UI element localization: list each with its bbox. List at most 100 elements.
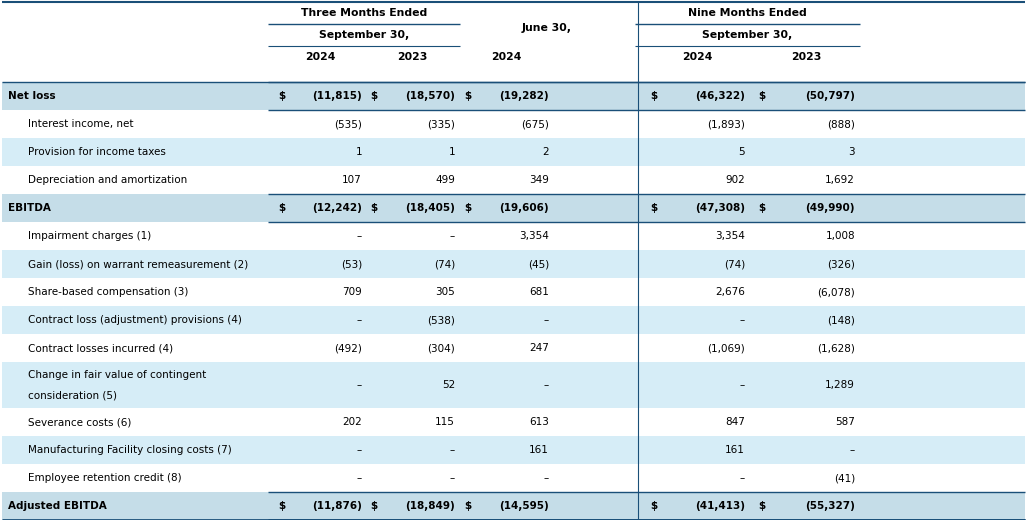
Text: (14,595): (14,595) bbox=[499, 501, 549, 511]
Text: September 30,: September 30, bbox=[702, 30, 793, 40]
Text: $: $ bbox=[370, 91, 377, 101]
Text: –: – bbox=[739, 380, 745, 390]
Text: (55,327): (55,327) bbox=[805, 501, 855, 511]
Text: 115: 115 bbox=[435, 417, 455, 427]
Text: $: $ bbox=[278, 91, 286, 101]
Text: $: $ bbox=[278, 501, 286, 511]
Text: (50,797): (50,797) bbox=[805, 91, 855, 101]
Text: (53): (53) bbox=[341, 259, 362, 269]
Text: (538): (538) bbox=[427, 315, 455, 325]
Text: –: – bbox=[356, 315, 362, 325]
Text: (492): (492) bbox=[334, 343, 362, 353]
Bar bbox=[2, 2, 1025, 82]
Text: (888): (888) bbox=[827, 119, 855, 129]
Text: $: $ bbox=[650, 501, 657, 511]
Text: 681: 681 bbox=[529, 287, 549, 297]
Text: (49,990): (49,990) bbox=[805, 203, 855, 213]
Text: Impairment charges (1): Impairment charges (1) bbox=[28, 231, 151, 241]
Text: (41,413): (41,413) bbox=[695, 501, 745, 511]
Text: –: – bbox=[543, 473, 549, 483]
Text: (535): (535) bbox=[334, 119, 362, 129]
Text: September 30,: September 30, bbox=[318, 30, 409, 40]
Text: 2: 2 bbox=[542, 147, 549, 157]
Text: $: $ bbox=[464, 501, 471, 511]
Text: 1,289: 1,289 bbox=[825, 380, 855, 390]
Bar bbox=[2, 82, 1025, 110]
Text: Provision for income taxes: Provision for income taxes bbox=[28, 147, 166, 157]
Text: Net loss: Net loss bbox=[8, 91, 55, 101]
Bar bbox=[2, 362, 1025, 408]
Text: 3,354: 3,354 bbox=[715, 231, 745, 241]
Text: (47,308): (47,308) bbox=[695, 203, 745, 213]
Text: Severance costs (6): Severance costs (6) bbox=[28, 417, 131, 427]
Text: $: $ bbox=[278, 203, 286, 213]
Text: (41): (41) bbox=[834, 473, 855, 483]
Text: –: – bbox=[356, 473, 362, 483]
Text: 161: 161 bbox=[529, 445, 549, 455]
Bar bbox=[2, 408, 1025, 436]
Text: $: $ bbox=[370, 501, 377, 511]
Bar bbox=[2, 138, 1025, 166]
Text: (6,078): (6,078) bbox=[817, 287, 855, 297]
Text: 2024: 2024 bbox=[305, 52, 335, 62]
Text: (74): (74) bbox=[724, 259, 745, 269]
Text: –: – bbox=[450, 445, 455, 455]
Text: 1,692: 1,692 bbox=[825, 175, 855, 185]
Text: consideration (5): consideration (5) bbox=[28, 390, 117, 400]
Text: 5: 5 bbox=[738, 147, 745, 157]
Text: (18,405): (18,405) bbox=[405, 203, 455, 213]
Text: $: $ bbox=[758, 501, 765, 511]
Text: –: – bbox=[356, 380, 362, 390]
Text: 902: 902 bbox=[725, 175, 745, 185]
Text: 349: 349 bbox=[529, 175, 549, 185]
Text: (74): (74) bbox=[433, 259, 455, 269]
Text: $: $ bbox=[758, 91, 765, 101]
Text: $: $ bbox=[650, 203, 657, 213]
Text: Change in fair value of contingent: Change in fair value of contingent bbox=[28, 370, 206, 380]
Text: (304): (304) bbox=[427, 343, 455, 353]
Text: –: – bbox=[739, 473, 745, 483]
Text: June 30,: June 30, bbox=[522, 23, 572, 33]
Text: Nine Months Ended: Nine Months Ended bbox=[688, 8, 807, 18]
Text: 3: 3 bbox=[848, 147, 855, 157]
Text: –: – bbox=[356, 445, 362, 455]
Bar bbox=[2, 334, 1025, 362]
Bar bbox=[2, 464, 1025, 492]
Text: –: – bbox=[849, 445, 855, 455]
Text: $: $ bbox=[464, 91, 471, 101]
Text: 52: 52 bbox=[442, 380, 455, 390]
Text: –: – bbox=[450, 231, 455, 241]
Bar bbox=[2, 306, 1025, 334]
Text: Interest income, net: Interest income, net bbox=[28, 119, 134, 129]
Text: (45): (45) bbox=[528, 259, 549, 269]
Text: 1,008: 1,008 bbox=[826, 231, 855, 241]
Text: 613: 613 bbox=[529, 417, 549, 427]
Text: (11,876): (11,876) bbox=[312, 501, 362, 511]
Text: 2023: 2023 bbox=[792, 52, 822, 62]
Text: (46,322): (46,322) bbox=[695, 91, 745, 101]
Text: (335): (335) bbox=[427, 119, 455, 129]
Text: (326): (326) bbox=[827, 259, 855, 269]
Text: (11,815): (11,815) bbox=[312, 91, 362, 101]
Text: 1: 1 bbox=[355, 147, 362, 157]
Text: (1,893): (1,893) bbox=[708, 119, 745, 129]
Text: (148): (148) bbox=[827, 315, 855, 325]
Text: 847: 847 bbox=[725, 417, 745, 427]
Text: 709: 709 bbox=[342, 287, 362, 297]
Bar bbox=[2, 436, 1025, 464]
Text: 2024: 2024 bbox=[682, 52, 713, 62]
Bar bbox=[2, 250, 1025, 278]
Text: –: – bbox=[543, 315, 549, 325]
Bar bbox=[2, 110, 1025, 138]
Text: 161: 161 bbox=[725, 445, 745, 455]
Text: –: – bbox=[356, 231, 362, 241]
Text: 202: 202 bbox=[342, 417, 362, 427]
Text: (675): (675) bbox=[521, 119, 549, 129]
Text: $: $ bbox=[464, 203, 471, 213]
Text: –: – bbox=[543, 380, 549, 390]
Text: (1,628): (1,628) bbox=[817, 343, 855, 353]
Text: Gain (loss) on warrant remeasurement (2): Gain (loss) on warrant remeasurement (2) bbox=[28, 259, 249, 269]
Text: 587: 587 bbox=[835, 417, 855, 427]
Text: (19,606): (19,606) bbox=[499, 203, 549, 213]
Text: –: – bbox=[450, 473, 455, 483]
